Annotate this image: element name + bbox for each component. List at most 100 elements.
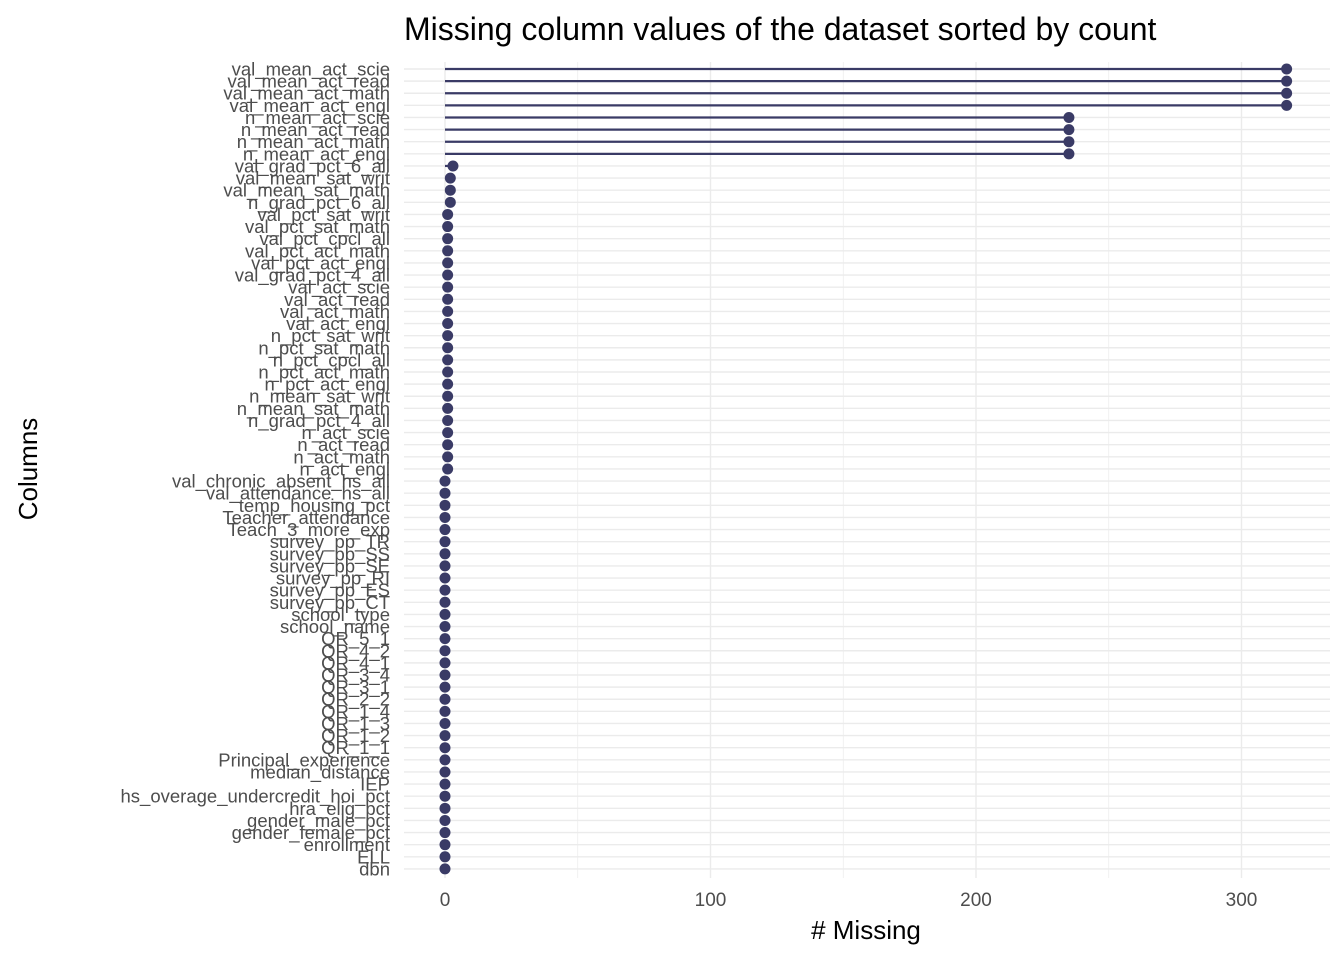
y-tick-label: n_mean_act_math [237, 131, 390, 153]
y-tick-label: n_pct_cpcl_all [273, 349, 390, 371]
x-tick-label: 200 [960, 890, 992, 911]
lollipop-point [439, 475, 451, 487]
lollipop-point [439, 596, 451, 608]
lollipop-point [439, 572, 451, 584]
y-tick-label: val_attendance_hs_all [206, 483, 390, 505]
lollipop-point [442, 342, 454, 354]
y-tick-label: val_mean_act_scie [232, 59, 390, 81]
lollipop-point [442, 354, 454, 366]
lollipop-point [439, 499, 451, 511]
lollipop-point [444, 172, 456, 184]
lollipop-point [439, 814, 451, 826]
y-tick-label: QR_1_2 [321, 725, 390, 747]
lollipop-point [439, 621, 451, 633]
lollipop-point [442, 245, 454, 257]
lollipop-point [439, 487, 451, 499]
lollipop-point [442, 305, 454, 317]
y-tick-label: ELL [357, 846, 390, 867]
lollipop-point [442, 402, 454, 414]
x-tick-label: 100 [695, 890, 727, 911]
y-tick-label: val_grad_pct_6_all [235, 155, 390, 177]
lollipop-point [1063, 136, 1075, 148]
lollipop-point [439, 669, 451, 681]
lollipop-point [1281, 75, 1293, 87]
y-tick-label: val_mean_act_math [223, 83, 390, 105]
y-tick-label: n_pct_act_math [258, 362, 390, 384]
y-tick-label: val_chronic_absent_hs_all [172, 471, 390, 493]
y-tick-label: n_act_engl [299, 458, 390, 480]
y-tick-label: n_grad_pct_6_all [248, 192, 390, 214]
y-tick-label: val_pct_act_engl [251, 252, 390, 274]
y-tick-labels: val_mean_act_scieval_mean_act_readval_me… [121, 59, 390, 880]
lollipop-point [439, 608, 451, 620]
y-tick-label: Teacher_attendance [222, 507, 390, 529]
lollipop-point [442, 257, 454, 269]
y-tick-label: n_pct_sat_writ [271, 325, 390, 347]
y-tick-label: Teach_3_more_exp [228, 519, 391, 541]
y-tick-label: survey_pp_CT [270, 592, 390, 614]
lollipop-point [444, 184, 456, 196]
lollipop-point [442, 208, 454, 220]
y-tick-label: val_act_engl [286, 313, 390, 335]
lollipop-point [439, 524, 451, 536]
lollipop-point [1063, 148, 1075, 160]
chart-title: Missing column values of the dataset sor… [404, 11, 1157, 47]
y-tick-label: val_mean_sat_math [223, 180, 390, 202]
y-tick-label: val_pct_sat_math [245, 216, 390, 238]
lollipop-point [442, 269, 454, 281]
lollipop-point [439, 754, 451, 766]
y-tick-label: survey_pp_SE [270, 555, 390, 577]
y-axis-title: Columns [13, 418, 43, 521]
lollipop-point [439, 839, 451, 851]
lollipop-point [442, 427, 454, 439]
lollipop-point [442, 451, 454, 463]
y-tick-label: hs_overage_undercredit_hoi_pct [121, 786, 390, 808]
y-tick-label: n_mean_sat_writ [249, 386, 390, 408]
lollipop-point [439, 730, 451, 742]
lollipop-point [439, 560, 451, 572]
y-tick-label: dbn [359, 858, 390, 879]
lollipop-point [439, 693, 451, 705]
lollipop-point [1281, 87, 1293, 99]
y-tick-label: val_mean_act_engl [230, 95, 390, 117]
lollipop-point [439, 645, 451, 657]
lollipop-point [442, 463, 454, 475]
y-tick-label: val_act_scie [288, 277, 390, 299]
lollipop-point [442, 293, 454, 305]
y-tick-label: QR_4_1 [321, 652, 390, 674]
y-tick-label: Principal_experience [218, 749, 390, 771]
lollipop-point [442, 378, 454, 390]
y-tick-label: survey_pp_TR [270, 531, 390, 553]
lollipop-point [439, 766, 451, 778]
y-tick-label: val_grad_pct_4_all [235, 265, 390, 287]
lollipop-point [439, 548, 451, 560]
y-tick-label: hra_elig_pct [289, 798, 390, 820]
y-tick-label: n_mean_sat_math [237, 398, 390, 420]
y-tick-label: QR_4_2 [321, 640, 390, 662]
lollipop-point [442, 330, 454, 342]
y-tick-label: n_mean_act_scie [245, 107, 390, 129]
lollipop-point [447, 160, 459, 172]
y-tick-label: QR_1_1 [321, 737, 390, 759]
y-tick-label: val_pct_act_math [245, 240, 390, 262]
lollipop-point [442, 318, 454, 330]
y-tick-label: val_pct_sat_writ [257, 204, 390, 226]
y-tick-label: val_pct_cpcl_all [259, 228, 390, 250]
y-tick-label: n_act_read [297, 434, 390, 456]
lollipop-point [1281, 99, 1293, 111]
y-tick-label: n_mean_act_engl [243, 143, 390, 165]
y-tick-label: IEP [360, 774, 390, 795]
lollipop-point [1281, 63, 1293, 75]
lollipop-point [442, 414, 454, 426]
lollipop-point [439, 717, 451, 729]
lollipop-point [439, 536, 451, 548]
y-tick-label: school_type [291, 604, 390, 626]
lollipop-point [439, 851, 451, 863]
y-tick-label: gender_male_pct [247, 810, 390, 832]
y-tick-label: survey_pp_RI [276, 568, 390, 590]
y-tick-label: QR_3_1 [321, 677, 390, 699]
y-tick-label: val_act_read [284, 289, 390, 311]
y-tick-label: survey_pp_ES [270, 580, 390, 602]
y-tick-label: n_act_math [293, 446, 390, 468]
